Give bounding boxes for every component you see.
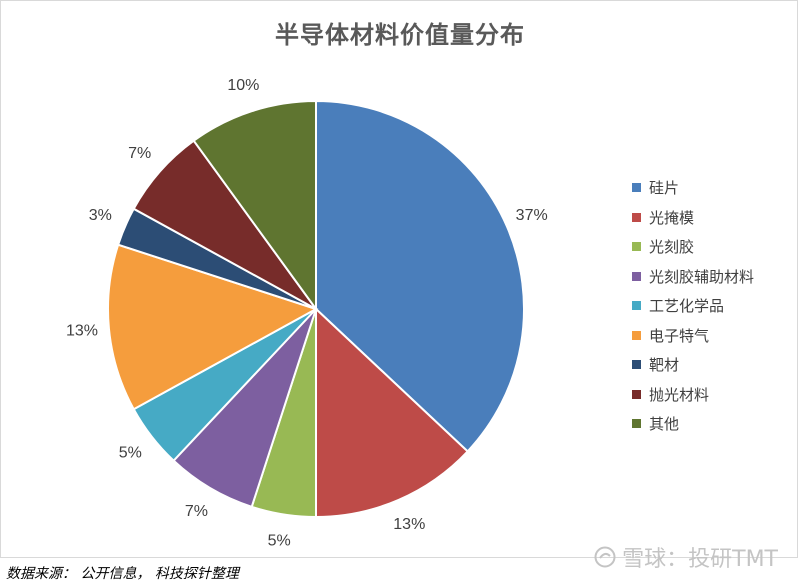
pie-labels: 37% 13% 5% 7% 5% 13% 3% 7% 10% [66, 77, 548, 550]
legend-label: 其他 [649, 415, 680, 434]
legend-label: 光刻胶辅助材料 [649, 267, 755, 286]
legend-item: 光掩模 [632, 203, 797, 233]
legend-label: 硅片 [649, 179, 680, 198]
slice-value-label: 13% [66, 323, 98, 340]
legend-item: 硅片 [632, 173, 797, 203]
slice-value-label: 5% [268, 533, 291, 550]
legend-swatch [632, 301, 641, 311]
pie-chart: 37% 13% 5% 7% 5% 13% 3% 7% 10% [66, 77, 548, 550]
pie-slice [315, 306, 470, 519]
legend-swatch [632, 389, 641, 399]
legend-item: 抛光材料 [632, 380, 797, 410]
legend-swatch [632, 183, 641, 193]
legend-label: 电子特气 [649, 326, 710, 345]
legend-label: 光掩模 [649, 208, 695, 227]
legend: 硅片光掩模光刻胶光刻胶辅助材料 工艺化学品电子特气靶材抛光材料其他 [632, 173, 797, 439]
slice-value-label: 7% [128, 145, 151, 162]
legend-swatch [632, 419, 641, 429]
slice-value-label: 3% [89, 207, 112, 224]
legend-item: 电子特气 [632, 321, 797, 351]
pie-slice [192, 99, 317, 313]
slice-value-label: 7% [185, 503, 208, 520]
pie-slices [107, 99, 525, 519]
slice-value-label: 37% [516, 207, 548, 224]
source-note: 数据来源： 公开信息， 科技探针整理 [6, 566, 239, 582]
legend-swatch [632, 330, 641, 340]
slice-value-label: 10% [227, 77, 259, 94]
chart-area: 半导体材料价值量分布 37% 13% 5% 7% 5% 13% 3% 7% 10% 硅片光掩模光… [0, 0, 798, 558]
legend-label: 光刻胶 [649, 238, 695, 257]
pie-slice [107, 243, 319, 411]
watermark: 雪球：投研TMT [594, 541, 778, 573]
legend-swatch [632, 271, 641, 281]
slice-value-label: 13% [393, 516, 425, 533]
legend-label: 靶材 [649, 356, 680, 375]
chart-title: 半导体材料价值量分布 [275, 21, 525, 49]
legend-item: 光刻胶辅助材料 [632, 262, 797, 292]
snowball-logo-icon [594, 546, 616, 568]
legend-item: 工艺化学品 [632, 291, 797, 321]
legend-item: 光刻胶 [632, 232, 797, 262]
pie-slice [315, 99, 525, 453]
legend-label: 工艺化学品 [649, 297, 725, 316]
legend-label: 抛光材料 [649, 385, 710, 404]
legend-swatch [632, 212, 641, 222]
slice-value-label: 5% [119, 445, 142, 462]
legend-swatch [632, 242, 641, 252]
legend-swatch [632, 360, 641, 370]
legend-item: 靶材 [632, 350, 797, 380]
watermark-text: 雪球：投研TMT [622, 547, 778, 572]
legend-item: 其他 [632, 409, 797, 439]
